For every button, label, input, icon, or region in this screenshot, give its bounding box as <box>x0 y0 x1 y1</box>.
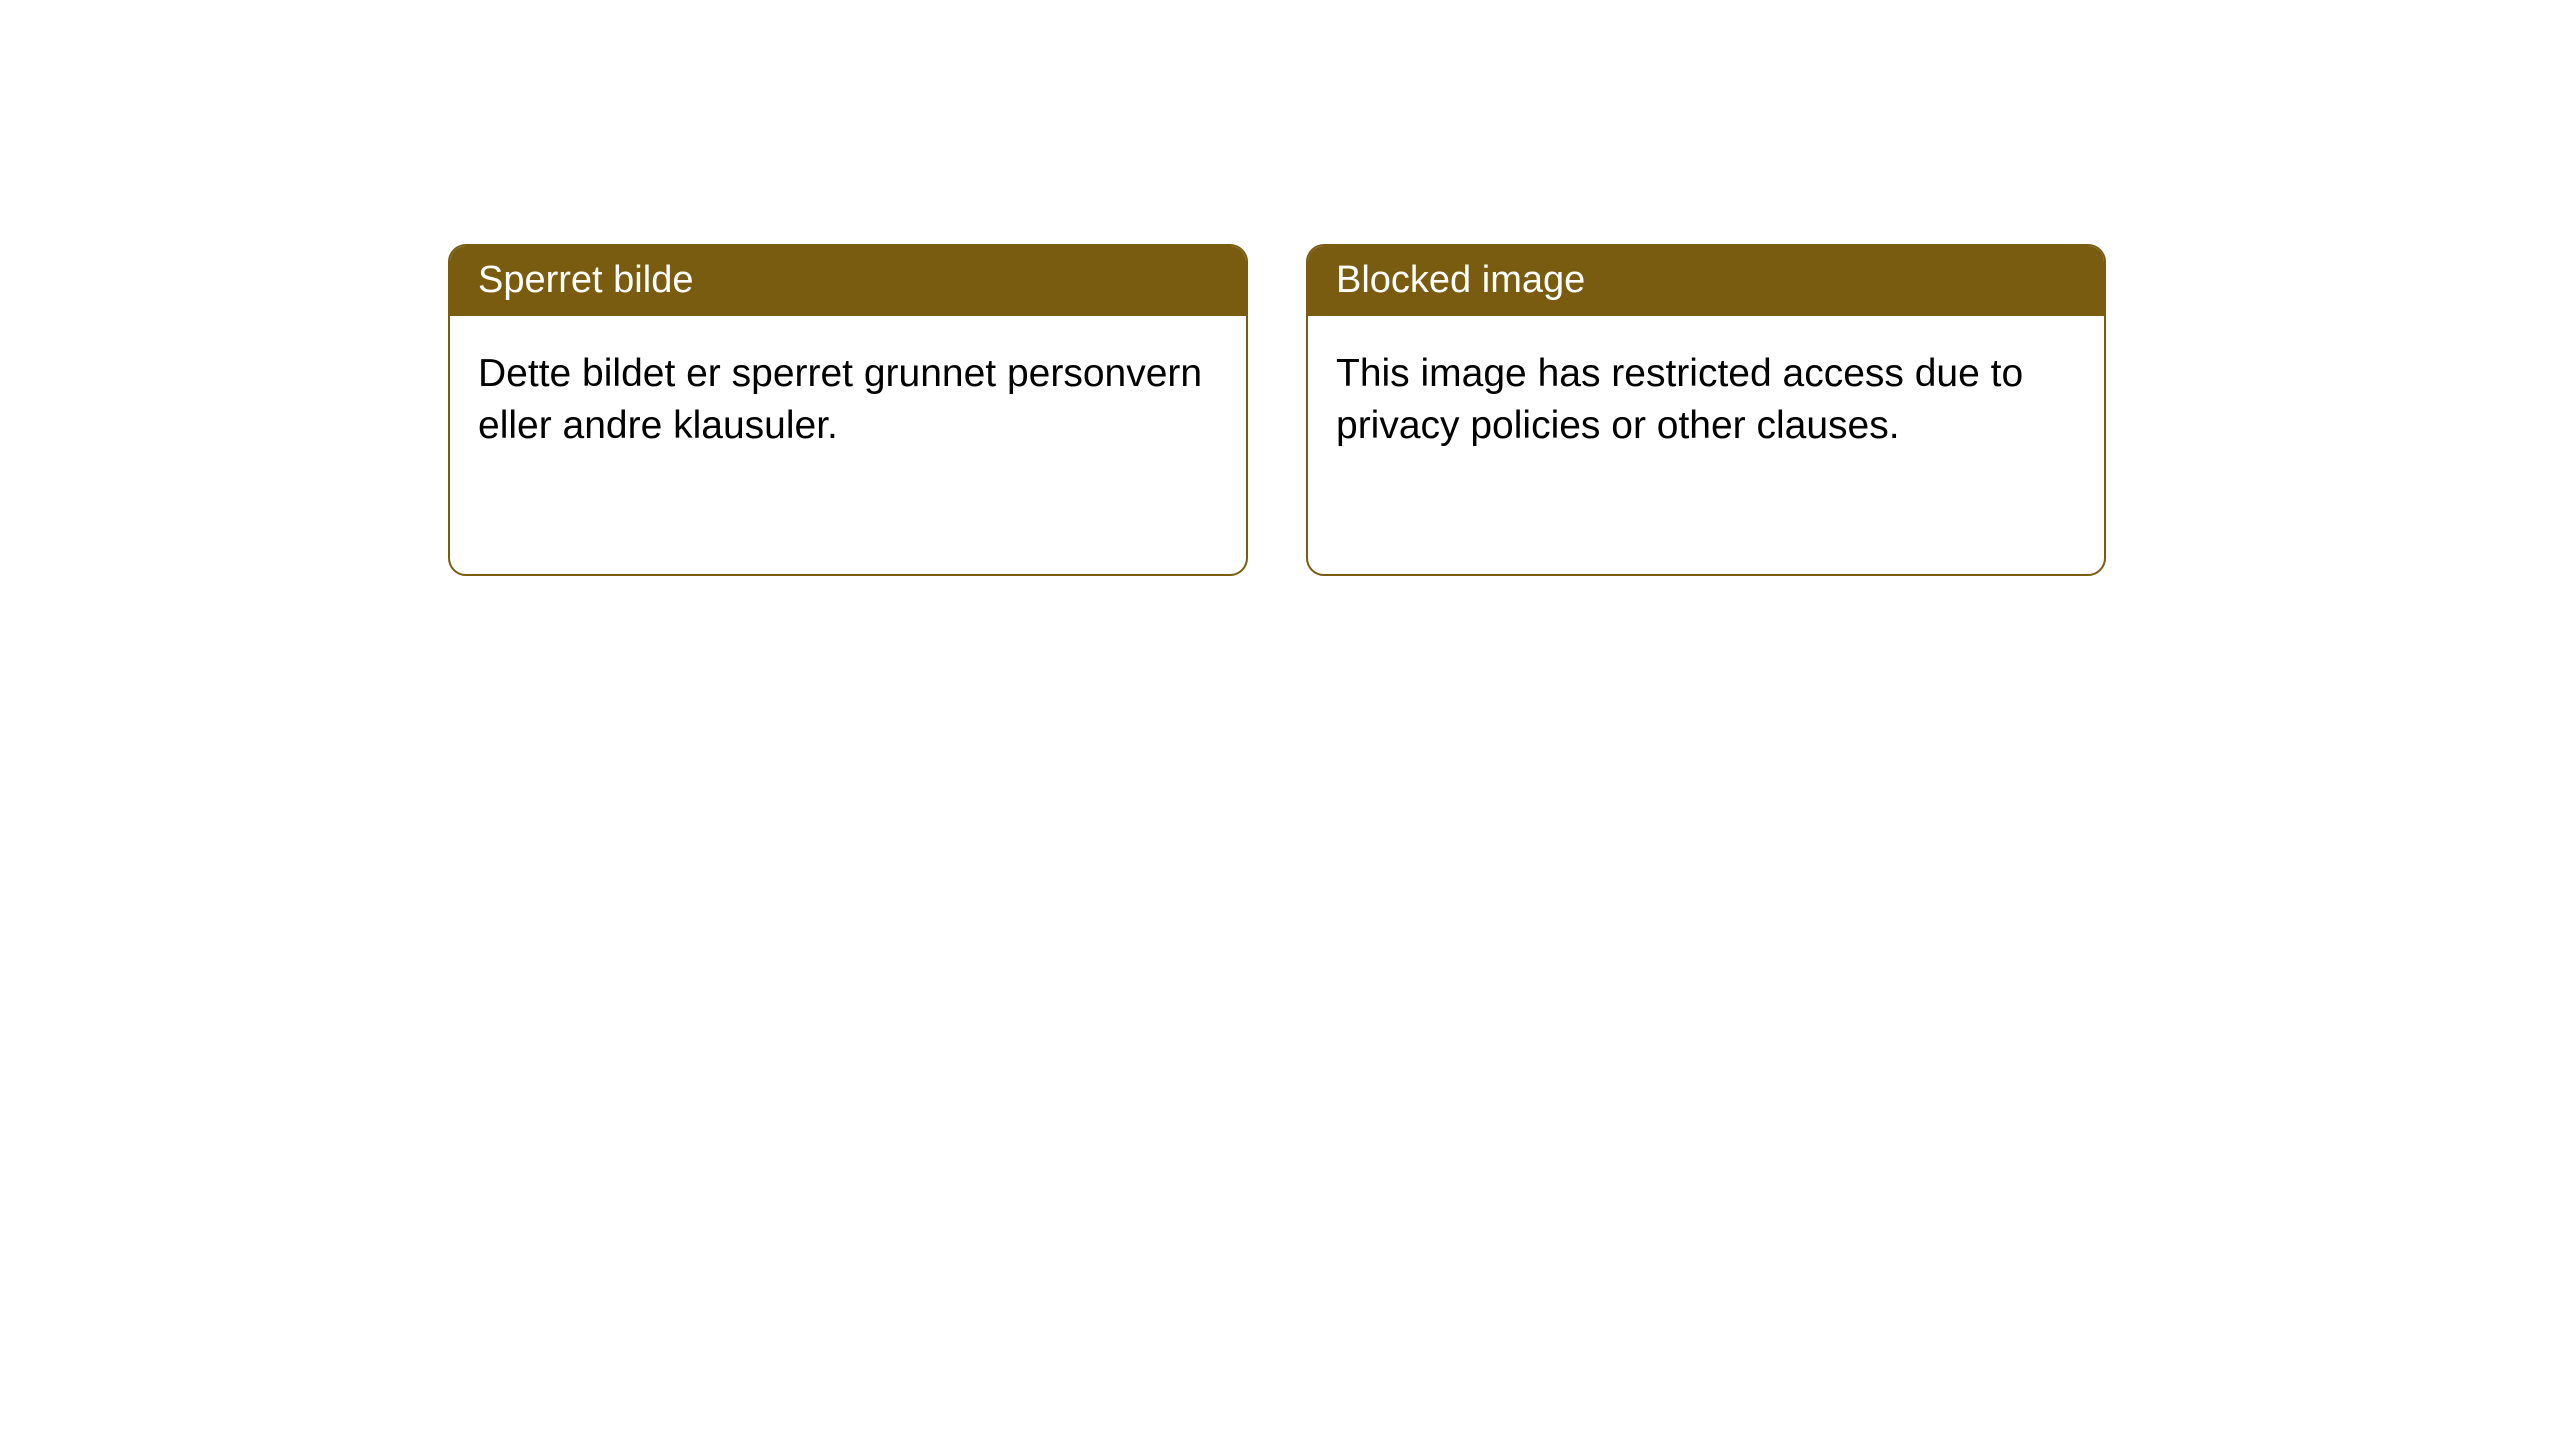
notice-cards-row: Sperret bilde Dette bildet er sperret gr… <box>0 0 2560 576</box>
card-header: Sperret bilde <box>450 246 1246 316</box>
blocked-image-card-no: Sperret bilde Dette bildet er sperret gr… <box>448 244 1248 576</box>
blocked-image-card-en: Blocked image This image has restricted … <box>1306 244 2106 576</box>
card-header: Blocked image <box>1308 246 2104 316</box>
card-body: Dette bildet er sperret grunnet personve… <box>450 316 1246 485</box>
card-body: This image has restricted access due to … <box>1308 316 2104 485</box>
